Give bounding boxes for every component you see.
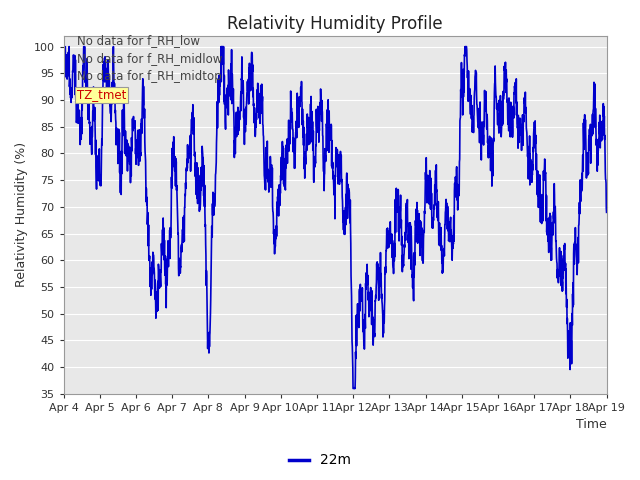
Y-axis label: Relativity Humidity (%): Relativity Humidity (%) <box>15 142 28 288</box>
X-axis label: Time: Time <box>576 419 607 432</box>
Title: Relativity Humidity Profile: Relativity Humidity Profile <box>227 15 443 33</box>
Text: No data for f_RH_midlow: No data for f_RH_midlow <box>77 52 222 65</box>
Legend: 22m: 22m <box>283 448 357 473</box>
Text: TZ_tmet: TZ_tmet <box>77 88 126 101</box>
Text: No data for f_RH_low: No data for f_RH_low <box>77 34 200 47</box>
Text: No data for f_RH_midtop: No data for f_RH_midtop <box>77 70 221 83</box>
